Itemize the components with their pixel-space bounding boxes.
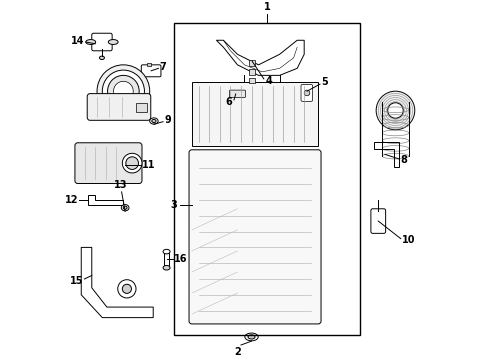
Text: 9: 9 <box>164 115 171 125</box>
Ellipse shape <box>247 335 255 339</box>
Circle shape <box>102 70 144 112</box>
Text: 8: 8 <box>399 155 406 165</box>
Text: 5: 5 <box>321 77 327 87</box>
Bar <box>248 69 254 75</box>
FancyBboxPatch shape <box>141 65 161 77</box>
Ellipse shape <box>163 249 170 254</box>
FancyBboxPatch shape <box>301 85 312 102</box>
Text: 15: 15 <box>69 276 83 286</box>
Bar <box>248 60 254 66</box>
Ellipse shape <box>163 265 170 270</box>
Ellipse shape <box>85 40 96 45</box>
FancyBboxPatch shape <box>75 143 142 184</box>
Ellipse shape <box>99 56 104 59</box>
FancyBboxPatch shape <box>229 90 245 98</box>
Circle shape <box>122 284 131 293</box>
Circle shape <box>113 81 133 101</box>
Bar <box>191 82 318 145</box>
Text: 4: 4 <box>265 76 272 86</box>
Text: 13: 13 <box>114 180 127 190</box>
Ellipse shape <box>121 204 129 211</box>
Ellipse shape <box>151 120 156 123</box>
Text: 12: 12 <box>64 195 78 205</box>
Ellipse shape <box>244 333 258 341</box>
Text: 3: 3 <box>170 200 177 210</box>
Bar <box>174 23 360 335</box>
Circle shape <box>122 153 142 173</box>
Ellipse shape <box>149 118 158 124</box>
Bar <box>164 253 169 267</box>
Circle shape <box>125 157 138 170</box>
FancyBboxPatch shape <box>87 94 150 120</box>
Bar <box>136 103 146 112</box>
Ellipse shape <box>123 206 127 209</box>
Text: 6: 6 <box>225 98 232 107</box>
Ellipse shape <box>108 40 118 45</box>
Circle shape <box>375 91 414 130</box>
Circle shape <box>118 280 136 298</box>
Bar <box>248 78 254 84</box>
Circle shape <box>107 75 139 107</box>
FancyBboxPatch shape <box>92 33 112 51</box>
Circle shape <box>387 103 403 118</box>
Text: 7: 7 <box>159 62 166 72</box>
Text: 10: 10 <box>401 235 414 246</box>
Text: 1: 1 <box>264 2 270 12</box>
Circle shape <box>97 65 149 117</box>
FancyBboxPatch shape <box>189 150 321 324</box>
Text: 11: 11 <box>142 160 155 170</box>
Text: 14: 14 <box>71 36 84 46</box>
Text: 2: 2 <box>234 347 241 357</box>
Text: 16: 16 <box>173 254 187 264</box>
Bar <box>146 63 151 66</box>
Circle shape <box>304 90 309 96</box>
FancyBboxPatch shape <box>370 209 385 233</box>
